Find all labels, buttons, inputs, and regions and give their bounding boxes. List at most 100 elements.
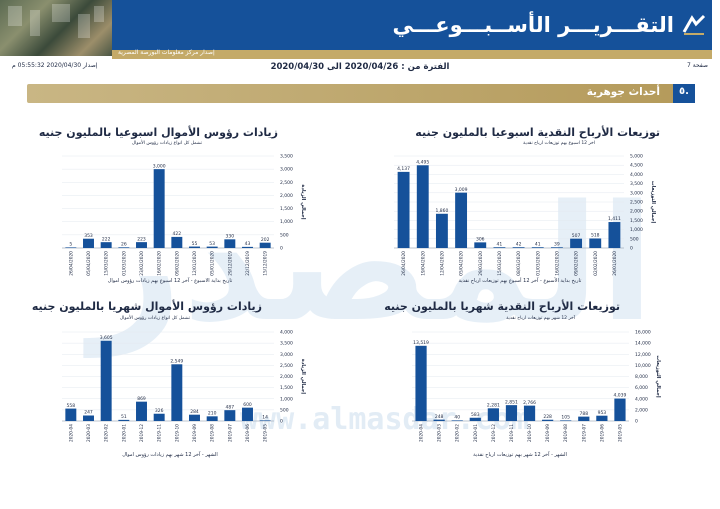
chart-weekly-capital-xlabel: تاريخ بداية الاسبوع - آخر 12 اسبوع بهم ز… — [107, 278, 233, 284]
chart-weekly-dividends-subtitle: اخر 12 اسبوع بهم توزيعات ارباح نقدية — [523, 141, 595, 146]
header-gold-strip — [112, 50, 712, 59]
bar-value-label: 284 — [190, 409, 199, 415]
bar-value-label: 43 — [245, 241, 251, 247]
bar — [259, 420, 271, 421]
bar — [523, 405, 536, 421]
chart-weekly-dividends: 0 500 1,000 1,500 2,000 2,500 3,000 3,500 4,000 4… — [394, 154, 656, 276]
y-tick-label: 4,000 — [630, 172, 643, 178]
bar-value-label: 353 — [84, 233, 93, 239]
y-tick-label: 1,500 — [630, 218, 643, 224]
bar-value-label: 2,281 — [487, 403, 500, 409]
x-tick-label: 22/12/2019 — [245, 251, 251, 276]
bar — [100, 340, 112, 421]
header-subtitle: إصدار مركز معلومات البورصة المصرية — [118, 49, 215, 56]
bar-value-label: 26 — [121, 242, 127, 248]
x-tick-label: 23/02/2020 — [139, 251, 145, 276]
bar-value-label: 507 — [572, 233, 581, 239]
y-tick-label: 2,500 — [280, 363, 293, 369]
x-tick-label: 2019-11 — [509, 424, 515, 442]
x-tick-label: 12/04/2020 — [439, 251, 445, 276]
y-tick-label: 0 — [280, 246, 283, 252]
bar — [560, 420, 572, 421]
bar — [171, 364, 183, 421]
bar-value-label: 13,519 — [413, 340, 429, 346]
bar — [469, 417, 481, 421]
section-bar — [27, 84, 695, 103]
bar — [550, 247, 563, 248]
x-tick-label: 26/04/2020 — [401, 251, 407, 276]
bar — [100, 242, 112, 248]
bar — [416, 165, 429, 248]
bar — [608, 222, 621, 248]
bar-value-label: 4,495 — [416, 159, 429, 165]
y-tick-label: 500 — [630, 236, 639, 242]
bar — [578, 416, 590, 421]
bar — [136, 401, 147, 421]
bar-value-label: 1,411 — [608, 216, 621, 222]
y-tick-label: 1,000 — [630, 227, 643, 233]
bar — [83, 415, 94, 421]
x-tick-label: 12/01/2020 — [192, 251, 198, 276]
y-tick-label: 500 — [280, 407, 289, 413]
bar-value-label: 51 — [121, 414, 127, 420]
y-tick-label: 1,000 — [280, 219, 293, 225]
bar — [189, 414, 200, 421]
bar — [153, 413, 165, 421]
y-tick-label: 10,000 — [635, 363, 651, 369]
bar — [397, 171, 410, 248]
y-tick-label: 2,000 — [630, 209, 643, 215]
bar-value-label: 40 — [454, 415, 460, 421]
y-axis-title: إجمالي الزيادة — [300, 184, 306, 219]
bar-value-label: 5 — [69, 242, 72, 248]
y-tick-label: 4,000 — [280, 330, 293, 336]
bar — [433, 419, 445, 421]
y-tick-label: 2,500 — [280, 180, 293, 186]
x-tick-label: 08/03/2020 — [516, 251, 522, 276]
bar-value-label: 210 — [208, 411, 217, 417]
x-tick-label: 2019-09 — [192, 424, 198, 442]
chart-weekly-dividends-xlabel: تاريخ بداية الأسبوع - آخر 12 أسبوع بهم ت… — [458, 278, 582, 284]
x-tick-label: 2020-02 — [104, 424, 110, 442]
bar-value-label: 41 — [535, 241, 541, 247]
section-number-box — [673, 84, 695, 103]
chart-monthly-dividends: 0 2,000 4,000 6,000 8,000 10,000 12,000 14,000 1… — [412, 330, 661, 442]
bar-value-label: 2,549 — [170, 358, 183, 364]
x-tick-label: 29/12/2019 — [227, 251, 233, 276]
x-tick-label: 05/04/2020 — [86, 251, 92, 276]
chart-weekly-capital-title: زيادات رؤوس الأموال اسبوعيا بالمليون جني… — [38, 126, 278, 139]
bar — [542, 419, 554, 421]
chart-monthly-capital-xlabel: الشهر - آخر 12 شهر بهم زيادات رؤوس اموال — [122, 452, 218, 458]
y-tick-label: 3,500 — [280, 341, 293, 347]
x-tick-label: 2019-11 — [157, 424, 163, 442]
x-tick-label: 15/03/2020 — [497, 251, 503, 276]
x-tick-label: 2019-06 — [245, 424, 251, 442]
x-tick-label: 15/12/2019 — [263, 251, 269, 276]
bar — [242, 246, 253, 248]
bar — [189, 246, 200, 248]
y-tick-label: 6,000 — [635, 385, 648, 391]
y-tick-label: 0 — [280, 419, 283, 425]
y-tick-label: 2,000 — [635, 407, 648, 413]
x-tick-label: 19/04/2020 — [420, 251, 426, 276]
x-tick-label: 16/02/2020 — [157, 251, 163, 276]
chart-monthly-capital-subtitle: تشمل كل انواع زيادات رؤوس الأموال — [119, 316, 190, 321]
y-tick-label: 14,000 — [635, 341, 651, 347]
x-tick-label: 2020-02 — [455, 424, 461, 442]
y-tick-label: 1,000 — [280, 396, 293, 402]
chart-monthly-dividends-xlabel: الشهر - آخر 12 شهر بهم توزيعات ارباح نقد… — [473, 452, 567, 458]
chart-monthly-dividends-subtitle: آخر 12 شهر بهم توزيعات ارباح نقدية — [506, 316, 575, 321]
bar-value-label: 788 — [579, 411, 588, 417]
bar — [83, 238, 94, 248]
bar-value-label: 558 — [67, 403, 76, 409]
y-tick-label: 16,000 — [635, 330, 651, 336]
bar — [596, 415, 608, 421]
x-tick-label: 2019-06 — [599, 424, 605, 442]
bar — [455, 192, 468, 248]
x-tick-label: 2020-01 — [121, 424, 127, 442]
x-tick-label: 01/03/2020 — [535, 251, 541, 276]
bar-value-label: 3,009 — [455, 187, 468, 193]
section-number: ٥. — [679, 86, 689, 97]
y-tick-label: 4,000 — [635, 396, 648, 402]
bar-value-label: 330 — [226, 234, 235, 240]
x-tick-label: 2019-07 — [581, 424, 587, 442]
